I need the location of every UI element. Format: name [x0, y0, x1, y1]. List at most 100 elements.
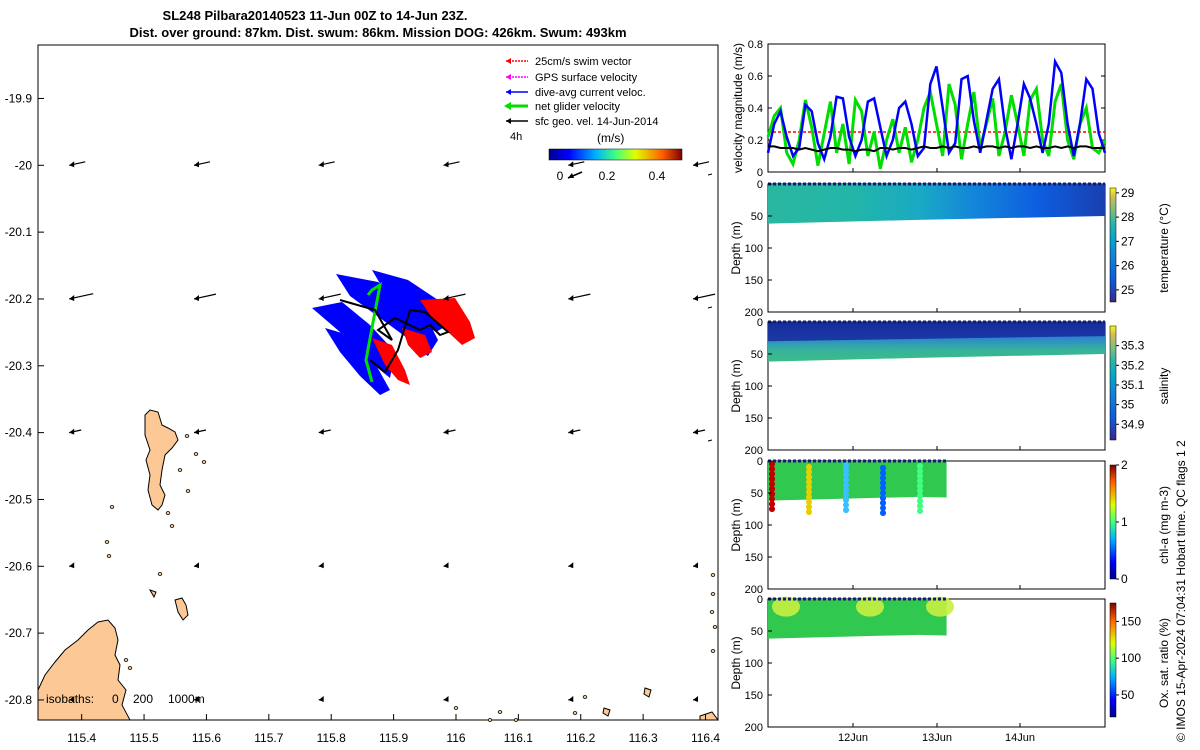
coast-speck: [710, 573, 716, 577]
velocity-ytick-label: 0.6: [748, 71, 763, 83]
sfc-geo-arrowhead: [193, 161, 199, 168]
chla-sample: [806, 494, 812, 500]
chla-sample: [806, 499, 812, 505]
chla-sample: [769, 506, 775, 512]
chart-title-line1: SL248 Pilbara20140523 11-Jun 00Z to 14-J…: [163, 8, 468, 23]
legend-gps: GPS surface velocity: [506, 72, 638, 84]
chla-sample: [917, 498, 923, 504]
swim-swath: [372, 298, 475, 385]
legend-net: net glider velocity: [504, 101, 620, 113]
map-xtick-label: 116: [446, 731, 465, 745]
chla-sample: [843, 507, 849, 513]
sfc-geo-arrowhead: [568, 695, 574, 702]
chla-sample: [917, 473, 923, 479]
depth-ytick-label: 0: [757, 317, 763, 329]
depth-ytick-label: 200: [745, 445, 763, 457]
sfc-geo-arrowhead: [69, 562, 75, 569]
sfc-geo-arrowhead: [193, 562, 199, 569]
colorbar-tick-label: 1: [1121, 515, 1128, 529]
sfc-geo-arrowhead: [318, 161, 324, 168]
chla-sample: [917, 488, 923, 494]
chla-sample: [880, 500, 886, 506]
depth-section-fill: [768, 184, 1105, 224]
chla-sample: [880, 485, 886, 491]
map-ytick-label: -20.7: [5, 626, 33, 640]
chla-sample: [880, 465, 886, 471]
oxygen-high-patch: [856, 596, 884, 617]
colorbar-label: (m/s): [597, 131, 624, 145]
sfc-geo-arrow: [707, 173, 713, 176]
colorbar-tick-label: 2: [1121, 458, 1128, 472]
coast-speck: [582, 695, 588, 699]
coast-speck: [157, 572, 163, 576]
coast-speck: [123, 658, 129, 662]
chla-sample: [806, 484, 812, 490]
chla-sample: [843, 497, 849, 503]
chla-sample: [843, 482, 849, 488]
depth-ytick-label: 100: [745, 658, 763, 670]
depth-ytick-label: 100: [745, 381, 763, 393]
colorbar-tick-1: 0.2: [599, 169, 616, 183]
coast-speck: [106, 554, 112, 558]
colorbar-tick-label: 0: [1121, 572, 1128, 586]
depth-ytick-label: 50: [751, 349, 763, 361]
sfc-geo-arrowhead: [443, 562, 449, 569]
island-small-4: [602, 707, 611, 717]
map-xtick-label: 116.3: [629, 731, 658, 745]
depth-ytick-label: 0: [757, 456, 763, 468]
sfc-geo-arrowhead: [568, 428, 574, 435]
colorbar-tick-label: 150: [1121, 614, 1141, 628]
coast-speck: [487, 718, 493, 722]
velocity-panel: 0 0.2 0.4 0.6 0.8 velocity magnitude (m/s): [731, 39, 1107, 179]
map-xtick-label: 115.6: [192, 731, 221, 745]
colorbar-tick-label: 27: [1121, 234, 1135, 248]
island-main: [144, 409, 179, 511]
map-xtick-label: 116.1: [504, 731, 533, 745]
chla-sample: [880, 495, 886, 501]
sfc-geo-arrow: [707, 439, 713, 442]
depth-ytick-label: 0: [757, 179, 763, 191]
velocity-ytick-label: 0.4: [748, 103, 763, 115]
colorbar-tick-label: 35: [1121, 398, 1135, 412]
swath-blue-1: [336, 274, 422, 340]
chla-sample: [806, 464, 812, 470]
colorbar-tick-label: 100: [1121, 651, 1141, 665]
depth-ytick-label: 150: [745, 552, 763, 564]
sfc-geo-vectors: [69, 161, 716, 702]
coast-speck: [165, 511, 171, 515]
sfc-geo-arrowhead: [443, 695, 449, 702]
svg-text:isobaths:: isobaths:: [46, 692, 94, 706]
swath-red-1: [420, 298, 475, 345]
colorbar-title: chl-a (mg m-3): [1157, 486, 1171, 564]
chla-sample: [843, 467, 849, 473]
depth-ytick-label: 150: [745, 690, 763, 702]
island-small-1: [174, 597, 189, 621]
sfc-geo-arrowhead: [193, 695, 199, 702]
coast-speck: [104, 540, 110, 544]
depth-colorbar: [1109, 325, 1117, 441]
colorbar-tick-2: 0.4: [649, 169, 666, 183]
velocity-ytick-label: 0.2: [748, 135, 763, 147]
net-velocity-track: [364, 281, 383, 383]
coast-speck: [513, 718, 519, 722]
coast-speck: [169, 524, 175, 528]
legend-4h: 4h: [510, 131, 522, 143]
coast-speck: [127, 666, 133, 670]
chla-sample: [917, 503, 923, 509]
coast-speck: [710, 592, 716, 596]
map-xtick-label: 115.4: [67, 731, 96, 745]
chla-sample: [917, 483, 923, 489]
chla-sample: [843, 487, 849, 493]
depth-ylabel: Depth (m): [729, 498, 743, 551]
depth-ytick-label: 50: [751, 626, 763, 638]
depth-ytick-label: 0: [757, 594, 763, 606]
chla-sample: [917, 478, 923, 484]
chla-sample: [880, 475, 886, 481]
dive-avg-series: [766, 57, 1107, 164]
coast-speck: [201, 460, 207, 464]
time-tick-label: 13Jun: [922, 732, 952, 744]
velocity-ylabel: velocity magnitude (m/s): [731, 43, 745, 173]
depth-ytick-label: 150: [745, 275, 763, 287]
coast-speck: [712, 625, 718, 629]
